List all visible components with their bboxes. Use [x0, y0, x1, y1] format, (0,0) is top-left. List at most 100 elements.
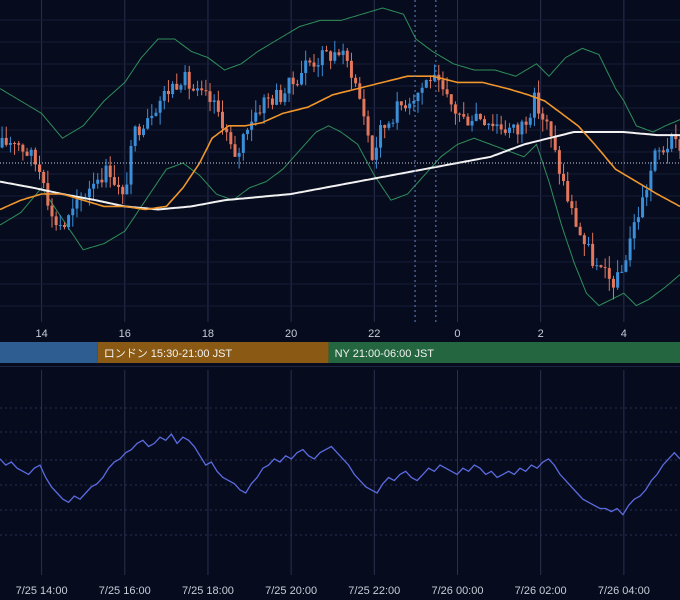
- candle-body: [599, 265, 603, 268]
- candle-body: [524, 121, 528, 125]
- candle-body: [607, 268, 611, 279]
- oscillator-grid: [0, 370, 680, 575]
- candle-body: [266, 97, 270, 99]
- candle-body: [270, 98, 274, 105]
- candle-body: [499, 124, 503, 130]
- candle-body: [445, 89, 449, 95]
- candle-body: [424, 80, 428, 88]
- candle-body: [345, 50, 349, 61]
- panel-separator: [0, 366, 680, 367]
- candle-body: [50, 205, 54, 217]
- candle-body: [245, 129, 249, 135]
- candle-body: [71, 208, 75, 216]
- oscillator-panel[interactable]: [0, 370, 680, 575]
- candle-body: [258, 112, 262, 114]
- x-tick-label: 14: [35, 328, 47, 340]
- price-overlays: [0, 0, 680, 322]
- candle-body: [362, 98, 366, 117]
- candle-body: [520, 121, 524, 135]
- candle-body: [358, 83, 362, 99]
- candle-body: [374, 147, 378, 160]
- candle-body: [636, 217, 640, 223]
- candle-body: [312, 62, 316, 67]
- price-panel[interactable]: [0, 0, 680, 322]
- candle-body: [237, 152, 241, 157]
- candle-body: [462, 114, 466, 117]
- x-tick-label: 20: [285, 328, 297, 340]
- session-block: [97, 342, 329, 363]
- candle-body: [337, 52, 341, 56]
- candle-body: [29, 149, 33, 156]
- candle-body: [399, 101, 403, 106]
- candle-body: [0, 137, 4, 148]
- candle-body: [112, 177, 116, 185]
- candle-body: [408, 103, 412, 109]
- candle-body: [674, 135, 678, 140]
- candle-body: [200, 88, 204, 91]
- candle-body: [295, 84, 299, 86]
- candle-body: [333, 52, 337, 61]
- candle-body: [96, 179, 100, 184]
- candle-body: [433, 74, 437, 81]
- ma-long-line: [0, 131, 680, 211]
- candle-body: [254, 112, 258, 122]
- osc-x-tick-label: 7/25 14:00: [16, 585, 68, 597]
- candle-body: [320, 50, 324, 66]
- candle-body: [545, 119, 549, 122]
- candle-body: [441, 80, 445, 90]
- candles: [0, 40, 680, 300]
- candle-body: [420, 87, 424, 93]
- session-label: ロンドン 15:30-21:00 JST: [104, 348, 233, 360]
- osc-x-tick-label: 7/25 22:00: [348, 585, 400, 597]
- candle-body: [279, 89, 283, 102]
- candle-body: [466, 116, 470, 126]
- price-x-axis: 14 16 18 20 22 0 2 4: [0, 322, 680, 342]
- candle-body: [566, 181, 570, 202]
- candle-body: [354, 77, 358, 84]
- candle-body: [562, 173, 566, 182]
- candle-body: [537, 92, 541, 114]
- candle-body: [370, 135, 374, 160]
- candle-body: [250, 121, 254, 130]
- x-tick-label: 4: [621, 328, 627, 340]
- candle-body: [75, 199, 79, 209]
- candle-body: [196, 88, 200, 91]
- candle-body: [137, 126, 141, 136]
- candle-body: [449, 94, 453, 105]
- candle-body: [458, 113, 462, 115]
- candle-body: [87, 188, 91, 198]
- session-block: [0, 342, 98, 363]
- candle-body: [632, 222, 636, 239]
- candle-body: [133, 126, 137, 146]
- candle-body: [121, 186, 125, 195]
- candle-body: [474, 113, 478, 121]
- candle-body: [412, 101, 416, 104]
- candle-body: [150, 115, 154, 119]
- candle-body: [503, 129, 507, 133]
- candle-body: [171, 83, 175, 95]
- candle-body: [154, 112, 158, 116]
- candle-body: [92, 183, 96, 189]
- candle-body: [487, 123, 491, 126]
- x-tick-label: 18: [202, 328, 214, 340]
- candle-body: [233, 144, 237, 157]
- candle-body: [532, 92, 536, 118]
- candle-body: [141, 128, 145, 136]
- candle-body: [100, 179, 104, 183]
- candle-body: [62, 225, 66, 228]
- candle-body: [104, 165, 108, 183]
- candle-body: [21, 144, 25, 152]
- candle-body: [291, 77, 295, 85]
- candle-body: [528, 117, 532, 125]
- candle-body: [587, 243, 591, 245]
- candle-body: [570, 201, 574, 209]
- candle-body: [241, 134, 245, 153]
- candle-body: [212, 100, 216, 102]
- candle-body: [4, 137, 8, 145]
- candle-body: [404, 105, 408, 109]
- candle-body: [557, 150, 561, 174]
- candle-body: [582, 235, 586, 245]
- candle-body: [17, 143, 21, 145]
- candle-body: [574, 208, 578, 227]
- oscillator-x-axis: 7/25 14:00 7/25 16:00 7/25 18:00 7/25 20:00…: [16, 585, 650, 597]
